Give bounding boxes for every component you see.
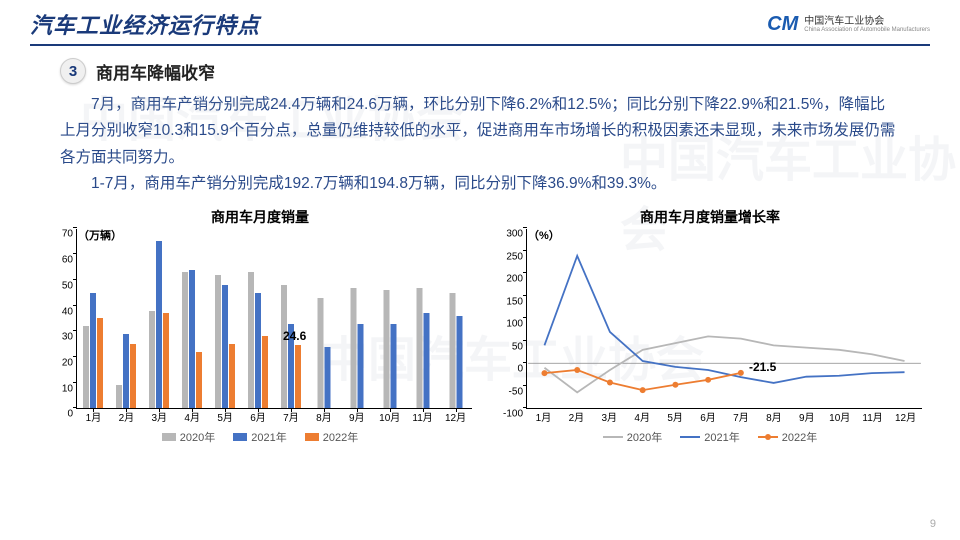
bar-chart-title: 商用车月度销量 <box>40 207 480 227</box>
logo: CM 中国汽车工业协会 China Association of Automob… <box>767 13 930 36</box>
logo-mark: CM <box>767 13 798 36</box>
body-text: 7月，商用车产销分别完成24.4万辆和24.6万辆，环比分别下降6.2%和12.… <box>0 92 960 197</box>
paragraph-2: 1-7月，商用车产销分别完成192.7万辆和194.8万辆，同比分别下降36.9… <box>60 171 900 197</box>
header: 汽车工业经济运行特点 CM 中国汽车工业协会 China Association… <box>0 0 960 44</box>
paragraph-1: 7月，商用车产销分别完成24.4万辆和24.6万辆，环比分别下降6.2%和12.… <box>60 92 900 171</box>
page-number: 9 <box>930 518 936 530</box>
line-chart: 商用车月度销量增长率 （%） -100-50050100150200250300… <box>490 207 930 445</box>
line-chart-title: 商用车月度销量增长率 <box>490 207 930 227</box>
bar-legend: 2020年2021年2022年 <box>40 429 480 445</box>
line-legend: 2020年2021年2022年 <box>490 429 930 445</box>
bar-chart: 商用车月度销量 （万辆） 0102030405060701月2月3月4月5月6月… <box>40 207 480 445</box>
section-title: 商用车降幅收窄 <box>96 59 215 84</box>
header-rule <box>30 44 930 46</box>
logo-text-en: China Association of Automobile Manufact… <box>804 27 930 33</box>
page-title: 汽车工业经济运行特点 <box>30 8 260 40</box>
logo-text-cn: 中国汽车工业协会 <box>804 16 930 27</box>
line-plot-area: -100-500501001502002503001月2月3月4月5月6月7月8… <box>526 229 922 409</box>
section-head: 3 商用车降幅收窄 <box>0 58 960 92</box>
charts-row: 商用车月度销量 （万辆） 0102030405060701月2月3月4月5月6月… <box>0 197 960 445</box>
bar-plot-area: 0102030405060701月2月3月4月5月6月7月8月9月10月11月1… <box>76 229 472 409</box>
section-number-badge: 3 <box>60 58 86 84</box>
